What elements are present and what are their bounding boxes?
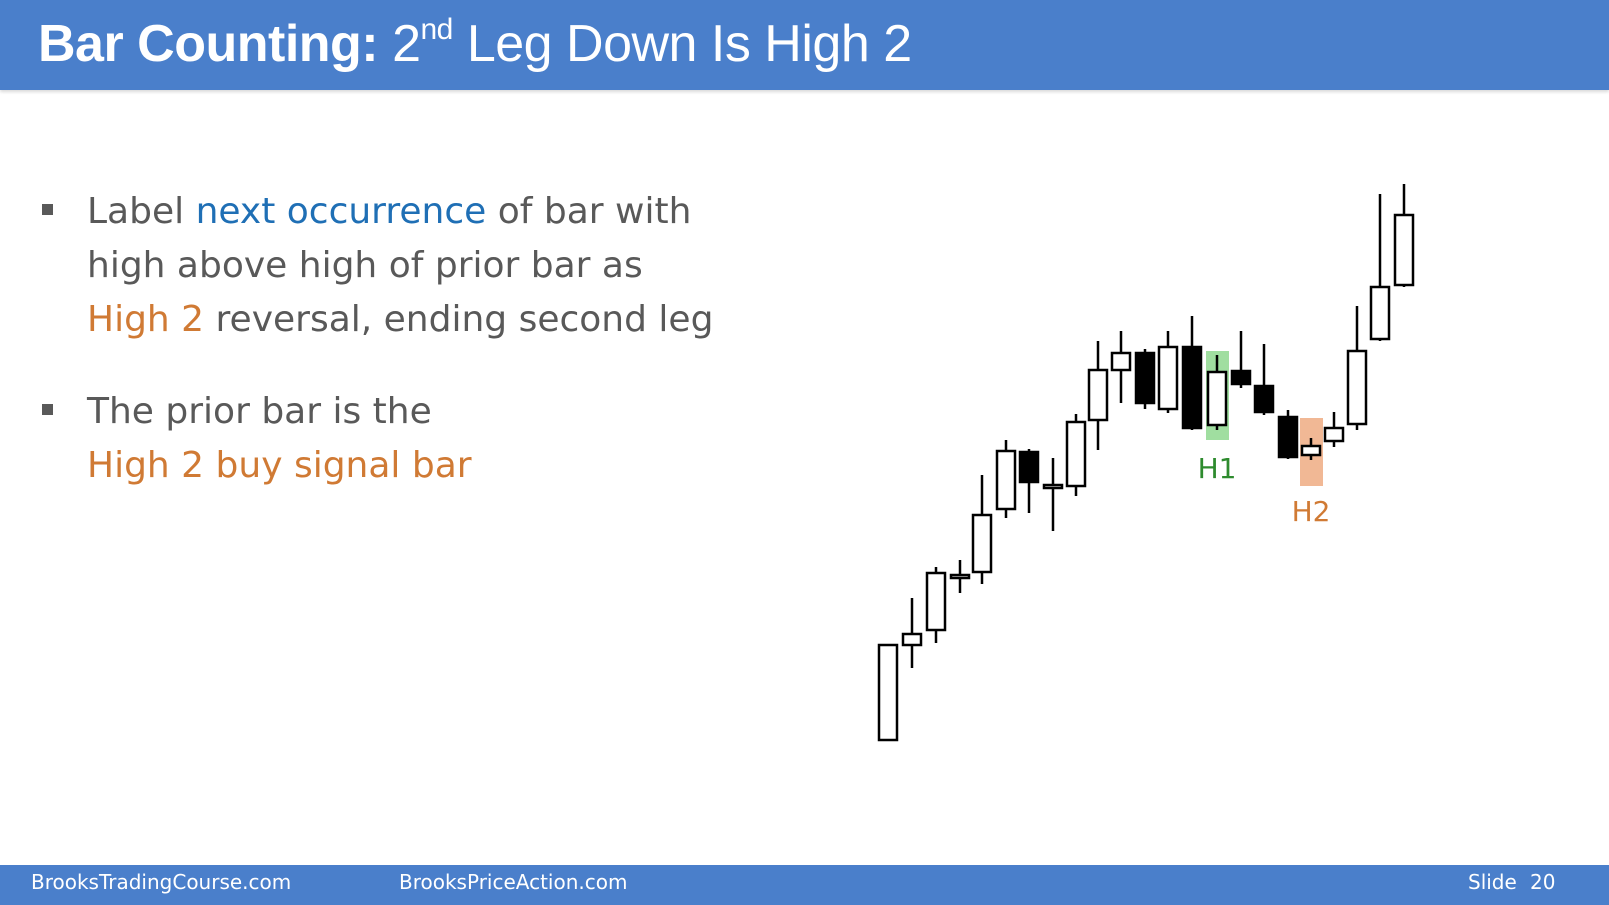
- bullet-1-text-c: of bar with: [486, 191, 692, 232]
- bullet-1-line-3: High 2 reversal, ending second leg: [87, 293, 800, 347]
- footer-slide-label: Slide: [1468, 870, 1517, 894]
- title-bold: Bar Counting:: [38, 15, 379, 73]
- candle-body-bull: [1157, 345, 1179, 411]
- candle-body-bull: [1300, 444, 1322, 457]
- candle: [1065, 414, 1087, 496]
- candle: [1087, 341, 1109, 450]
- candle: [1134, 349, 1156, 409]
- candle: [1206, 355, 1228, 430]
- candle-body-bull: [901, 632, 923, 647]
- candle-body-bull: [995, 449, 1017, 511]
- bullet-1-line-1: Label next occurrence of bar with: [87, 185, 800, 239]
- candle-body-bear: [1230, 369, 1252, 386]
- title-number: 2: [392, 15, 421, 73]
- candle: [1253, 344, 1275, 415]
- candle: [949, 560, 971, 593]
- candle-body-bull: [949, 573, 971, 580]
- bullet-1-text-rest: reversal, ending second leg: [204, 299, 714, 340]
- candle: [995, 440, 1017, 518]
- candle-body-bear: [1277, 415, 1299, 459]
- candle-body-bull: [971, 513, 993, 574]
- candle-body-bull: [1393, 213, 1415, 287]
- candles-group: [877, 184, 1415, 742]
- candle-body-bull: [1206, 370, 1228, 427]
- candle-body-bull: [1065, 420, 1087, 488]
- candle: [1042, 458, 1064, 531]
- candle: [877, 643, 899, 742]
- h1-label: H1: [1198, 452, 1237, 485]
- bullet-item-1: Label next occurrence of bar with high a…: [40, 185, 800, 347]
- candle: [1181, 316, 1203, 430]
- candle-body-bull: [877, 643, 899, 742]
- slide-title: Bar Counting: 2nd Leg Down Is High 2: [38, 12, 912, 74]
- bullet-1-text-a: Label: [87, 191, 196, 232]
- candle: [1277, 410, 1299, 459]
- candle: [1369, 194, 1391, 341]
- candle: [901, 598, 923, 668]
- bullet-item-2: The prior bar is the High 2 buy signal b…: [40, 385, 800, 493]
- bullet-list: Label next occurrence of bar with high a…: [40, 185, 800, 531]
- candle-body-bull: [1323, 426, 1345, 443]
- title-superscript: nd: [420, 12, 453, 46]
- candle: [1323, 412, 1345, 447]
- bullet-1-highlight-high-2: High 2: [87, 299, 205, 340]
- candle: [1018, 449, 1040, 513]
- title-rest: Leg Down Is High 2: [466, 15, 912, 73]
- h2-label: H2: [1292, 495, 1331, 528]
- candle-body-bear: [1253, 384, 1275, 414]
- candle: [1300, 438, 1322, 460]
- bullet-2-line-2: High 2 buy signal bar: [87, 445, 472, 486]
- footer-link-brookspriceaction[interactable]: BrooksPriceAction.com: [399, 870, 628, 894]
- candle: [1393, 184, 1415, 287]
- candle: [1110, 331, 1132, 403]
- title-bar: Bar Counting: 2nd Leg Down Is High 2: [0, 0, 1609, 90]
- candle-body-bull: [1087, 368, 1109, 422]
- candle-body-bull: [925, 571, 947, 632]
- candle-body-bull: [1110, 351, 1132, 372]
- bullet-1-highlight-next-occurrence: next occurrence: [195, 191, 487, 232]
- candle-body-bear: [1181, 345, 1203, 430]
- footer-bar: [0, 865, 1609, 905]
- candle-body-bear: [1134, 351, 1156, 405]
- bullet-1-line-2: high above high of prior bar as: [87, 245, 643, 286]
- footer-link-brookstradingcourse[interactable]: BrooksTradingCourse.com: [31, 870, 292, 894]
- candle: [1230, 331, 1252, 388]
- candle: [971, 475, 993, 584]
- candle-body-bear: [1018, 450, 1040, 484]
- bullet-2-line-1: The prior bar is the: [87, 391, 432, 432]
- candle: [1157, 331, 1179, 413]
- candle-body-bull: [1042, 483, 1064, 490]
- candle-body-bull: [1369, 285, 1391, 341]
- candle: [1346, 306, 1368, 430]
- footer-slide-number: 20: [1530, 870, 1556, 894]
- candle: [925, 567, 947, 643]
- candle-body-bull: [1346, 349, 1368, 426]
